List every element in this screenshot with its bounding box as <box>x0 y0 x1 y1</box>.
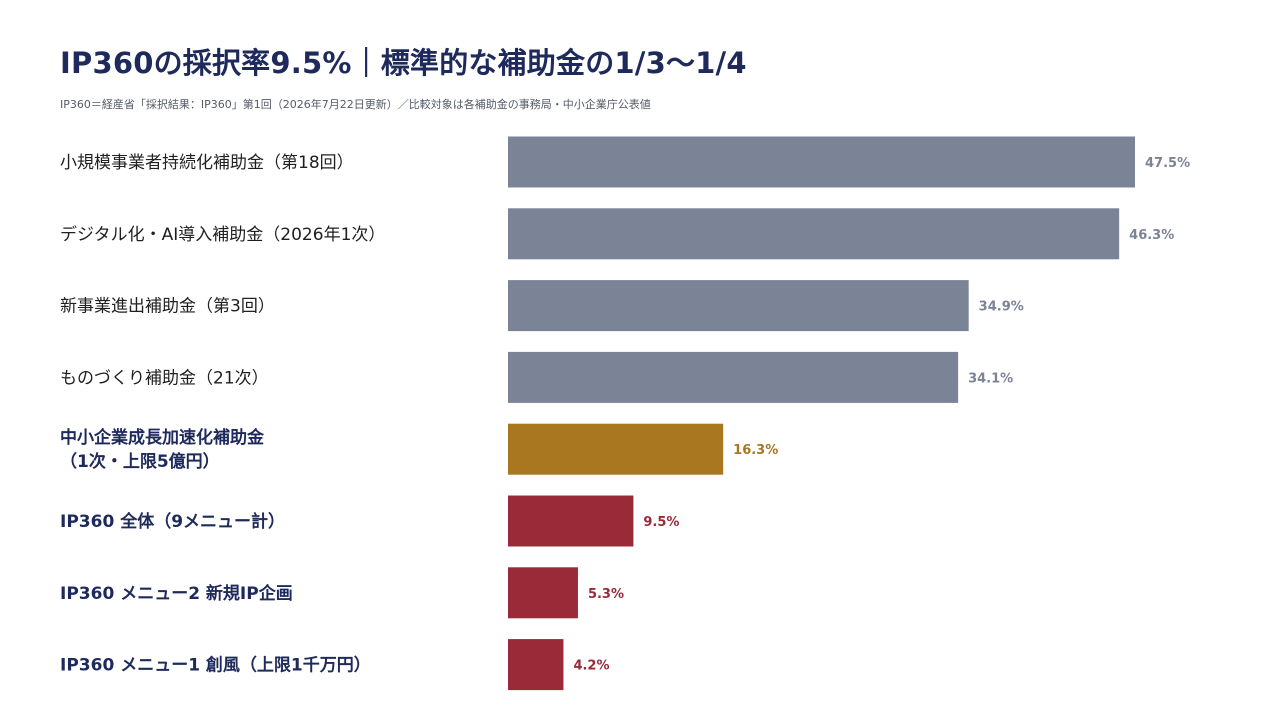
category-label-1: デジタル化・AI導入補助金（2026年1次） <box>60 224 385 245</box>
chart-title: IP360の採択率9.5%｜標準的な補助金の1/3〜1/4 <box>60 46 747 80</box>
bar-3 <box>508 351 959 403</box>
value-label-4: 16.3% <box>733 443 778 458</box>
value-label-2: 34.9% <box>979 300 1024 315</box>
category-label-2: 新事業進出補助金（第3回） <box>60 297 275 317</box>
category-label-4-line-0: 中小企業成長加速化補助金 <box>60 427 265 448</box>
value-label-0: 47.5% <box>1145 156 1190 171</box>
value-label-6: 5.3% <box>588 587 624 602</box>
category-label-3: ものづくり補助金（21次） <box>60 368 269 388</box>
category-label-4-line-1: （1次・上限5億円） <box>60 451 220 472</box>
value-label-5: 9.5% <box>643 515 679 530</box>
bar-1 <box>508 208 1120 260</box>
value-label-3: 34.1% <box>968 371 1013 386</box>
bar-5 <box>508 495 634 547</box>
bar-2 <box>508 280 969 332</box>
category-label-6: IP360 メニュー2 新規IP企画 <box>60 583 293 604</box>
bar-7 <box>508 639 564 691</box>
category-label-7: IP360 メニュー1 創風（上限1千万円） <box>60 655 371 676</box>
chart-subtitle: IP360＝経産省「採択結果：IP360」第1回（2026年7月22日更新）／比… <box>60 98 651 111</box>
bar-4 <box>508 423 724 475</box>
bar-0 <box>508 136 1135 188</box>
bar-6 <box>508 567 578 619</box>
category-label-0: 小規模事業者持続化補助金（第18回） <box>60 153 354 173</box>
value-label-7: 4.2% <box>573 659 609 674</box>
value-label-1: 46.3% <box>1129 228 1174 243</box>
category-label-5: IP360 全体（9メニュー計） <box>60 511 285 532</box>
